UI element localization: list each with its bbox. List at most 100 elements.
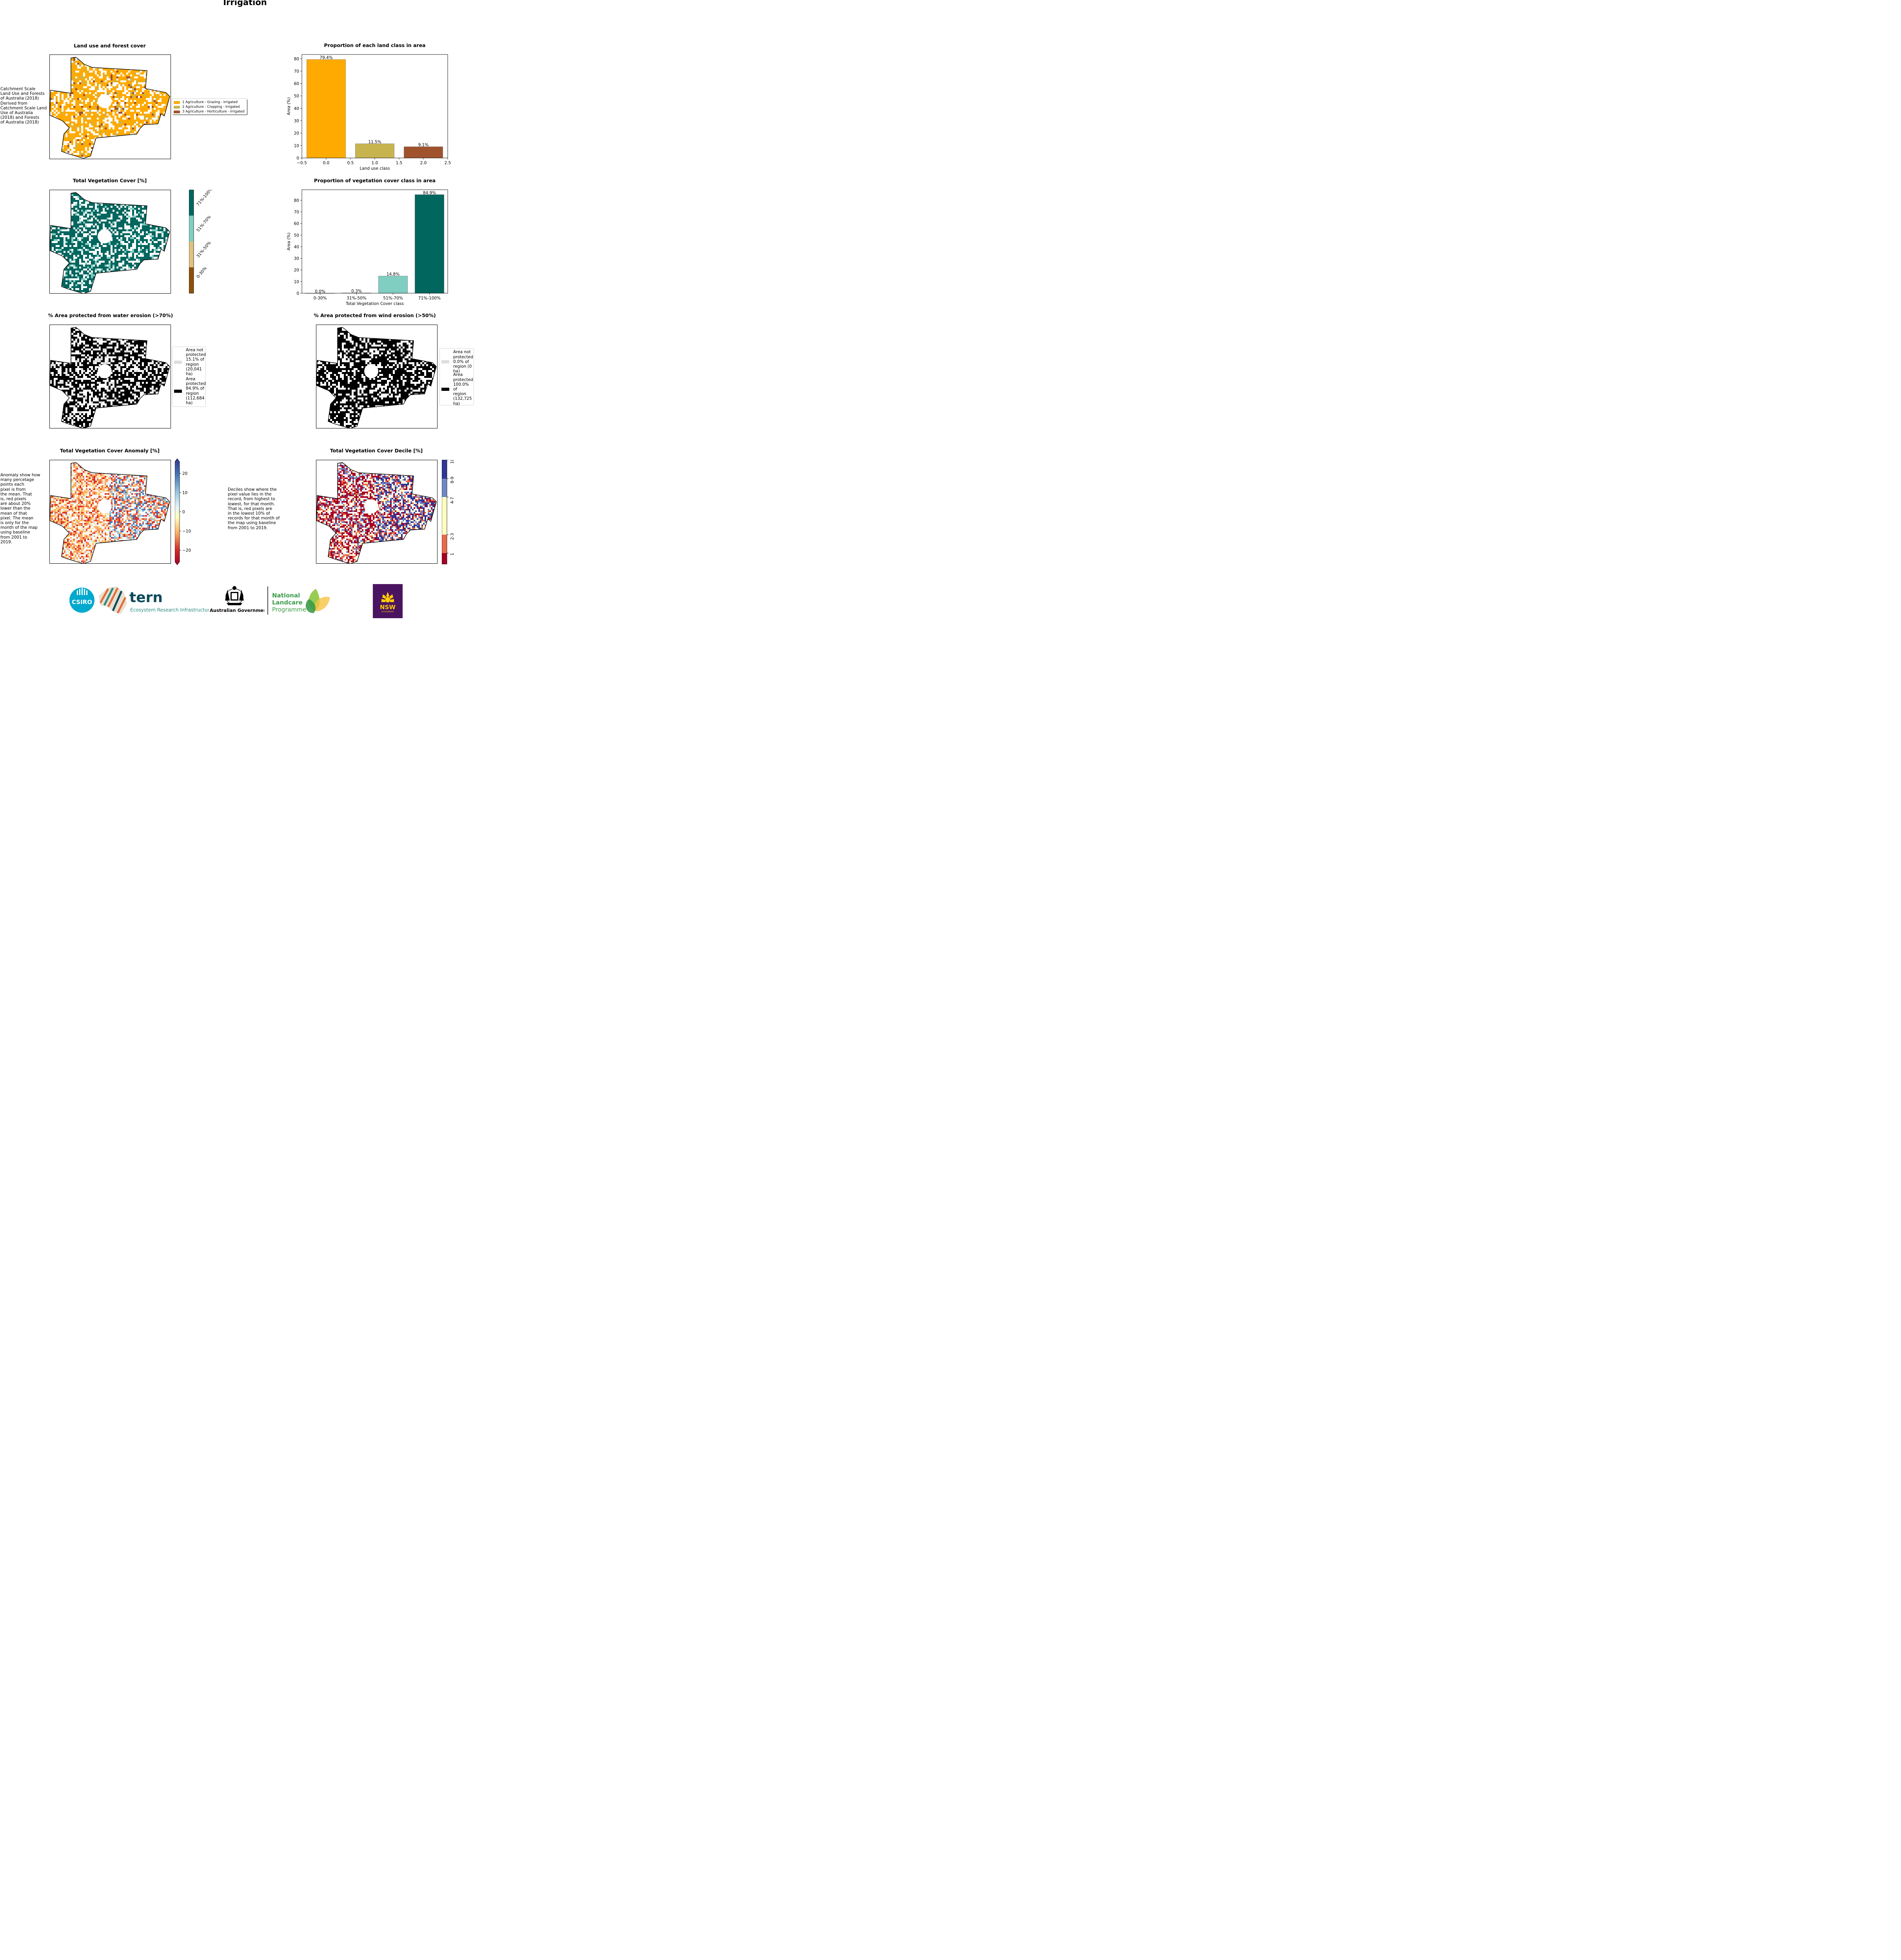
x-tick-label: 1.0: [372, 161, 378, 165]
water-erosion-map-title: % Area protected from water erosion (>70…: [48, 312, 173, 318]
colorbar-label: 51%-70%: [196, 215, 212, 233]
x-tick-label: 51%-70%: [383, 296, 403, 301]
land-use-legend: 1 Agriculture - Grazing - Irrigated 2 Ag…: [172, 98, 247, 114]
bar: [355, 143, 394, 158]
landcare-text-programme: Programme: [272, 606, 306, 613]
legend-swatch: [174, 101, 180, 104]
bar-label: 0.3%: [351, 289, 362, 294]
y-tick-label: 40: [294, 106, 299, 111]
veg-cover-map: [49, 190, 171, 294]
y-tick-label: 80: [294, 198, 299, 203]
bar: [307, 59, 346, 158]
aus-gov-logo-svg: Australian Government: [210, 586, 269, 613]
csiro-tern-logo-svg: CSIRO tern Ecosystem Research Infrastruc…: [69, 586, 212, 614]
region-boundary: [50, 327, 170, 428]
region-boundary: [50, 462, 170, 563]
legend-item: 1 Agriculture - Grazing - Irrigated: [174, 100, 245, 105]
x-tick-label: 31%-50%: [347, 296, 366, 301]
x-tick-label: −0.5: [297, 161, 307, 165]
region-boundary: [50, 57, 170, 159]
colorbar-label: 31%-50%: [196, 241, 212, 259]
waratah-icon: [381, 592, 394, 603]
x-tick-label: 2.0: [420, 161, 427, 165]
water-erosion-map-svg: [50, 327, 170, 428]
y-tick-label: 30: [294, 256, 299, 261]
anomaly-tick-label: 0: [182, 510, 185, 515]
land-use-map-svg: [50, 57, 170, 159]
aus-gov-text: Australian Government: [210, 608, 264, 613]
australian-government-logo: Australian Government: [209, 585, 269, 615]
anomaly-colorbar-ramp: [174, 458, 180, 565]
y-tick-label: 70: [294, 210, 299, 215]
colorbar-segment-0-30: [189, 267, 194, 293]
nsw-logo-text: NSW: [380, 604, 396, 611]
wind-erosion-map-svg: [316, 327, 437, 428]
wind-erosion-legend: Area not protected 0.0% of region (0 ha)…: [439, 348, 474, 406]
anomaly-map: [49, 460, 171, 564]
legend-item: Area protected 84.9% of region (112,684 …: [174, 376, 206, 406]
plot-frame: [301, 189, 448, 294]
legend-swatch: [174, 110, 180, 113]
x-tick-label: 71%-100%: [418, 296, 441, 301]
legend-item: Area protected 100.0% of region (132,725…: [441, 372, 473, 406]
bar-label: 0.0%: [315, 289, 325, 294]
national-landcare-logo: National Landcare Programme: [271, 586, 334, 616]
coat-of-arms-icon: [225, 586, 244, 605]
landcare-text-landcare: Landcare: [272, 599, 303, 606]
y-tick-label: 20: [294, 131, 299, 136]
anomaly-map-svg: [50, 462, 170, 563]
tern-logo-text: tern: [129, 590, 163, 606]
anomaly-tick-label: 10: [182, 490, 187, 495]
y-tick-label: 0: [296, 156, 299, 161]
wind-erosion-map: [316, 325, 438, 428]
veg-cover-map-svg: [50, 192, 170, 293]
legend-label: 3 Agriculture - Horticulture - Irrigated: [182, 110, 245, 114]
veg-cover-colorbar: 71%-100% 51%-70% 31%-50% 0-30%: [189, 187, 220, 294]
land-use-note: Catchment Scale Land Use and Forests of …: [0, 87, 47, 125]
chart-title: Proportion of each land class in area: [324, 42, 426, 48]
region-boundary: [316, 327, 437, 428]
veg-cover-colorbar-svg: 71%-100% 51%-70% 31%-50% 0-30%: [189, 187, 214, 294]
x-axis-label: Land use class: [360, 166, 390, 171]
decile-segment-2-3: [442, 535, 447, 553]
bar-label: 9.1%: [418, 143, 429, 147]
y-tick-label: 80: [294, 57, 299, 62]
anomaly-tick-label: 20: [182, 471, 187, 476]
page-title: Irrigation: [223, 0, 267, 7]
legend-label: Area not protected 15.1% of region (20,0…: [186, 347, 206, 376]
bar-label: 84.9%: [423, 191, 436, 195]
veg-class-bar-chart: Proportion of vegetation cover class in …: [274, 176, 455, 310]
land-class-bar-chart-svg: Proportion of each land class in area 79.…: [287, 42, 451, 171]
nsw-logo-subtitle: GOVERNMENT: [381, 611, 394, 613]
decile-tick-label: 2-3: [450, 533, 455, 540]
colorbar-segment-31-50: [189, 241, 194, 267]
tern-logo-subtitle: Ecosystem Research Infrastructure: [130, 607, 209, 613]
bar: [404, 146, 443, 158]
anomaly-tick-label: −20: [182, 548, 191, 553]
x-tick-label: 0.0: [323, 161, 330, 165]
bar-label: 11.5%: [368, 140, 381, 145]
legend-label: 1 Agriculture - Grazing - Irrigated: [182, 100, 238, 104]
legend-item: 3 Agriculture - Horticulture - Irrigated: [174, 109, 245, 114]
anomaly-colorbar-svg: 20 10 0 −10 −20: [174, 458, 191, 565]
decile-colorbar: 10 8-9 4-7 2-3 1: [441, 459, 458, 565]
legend-item: Area not protected 15.1% of region (20,0…: [174, 347, 206, 376]
y-tick-label: 30: [294, 119, 299, 123]
anomaly-note: Anomaly show how many percetage points e…: [0, 473, 40, 544]
y-tick-label: 70: [294, 69, 299, 74]
y-tick-label: 50: [294, 233, 299, 238]
decile-tick-label: 10: [450, 460, 455, 464]
csiro-logo-text: CSIRO: [72, 599, 92, 606]
land-class-bar-chart: Proportion of each land class in area 79.…: [274, 41, 455, 174]
veg-cover-map-title: Total Vegetation Cover [%]: [73, 178, 147, 183]
colorbar-segment-71-100: [189, 190, 194, 216]
decile-colorbar-svg: 10 8-9 4-7 2-3 1: [441, 459, 455, 564]
land-use-map-title: Land use and forest cover: [74, 43, 146, 49]
wind-erosion-map-title: % Area protected from wind erosion (>50%…: [314, 312, 436, 318]
y-tick-label: 10: [294, 279, 299, 284]
y-tick-label: 50: [294, 94, 299, 99]
region-boundary: [316, 462, 437, 563]
y-axis-label: Area (%): [287, 232, 291, 250]
bar-label: 79.4%: [320, 56, 332, 60]
decile-map-svg: [316, 462, 437, 563]
